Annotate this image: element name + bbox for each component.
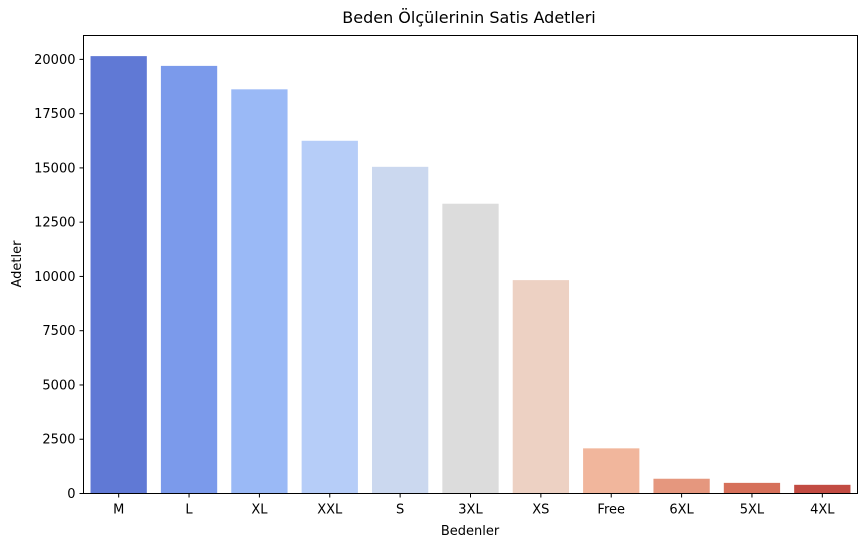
x-tick-label: 5XL <box>740 503 765 518</box>
x-axis-ticks: M L XL XXL S 3XL XS Free 6XL 5XL 4XL <box>113 493 835 518</box>
x-tick-label: S <box>396 503 404 518</box>
x-tick-label: 3XL <box>458 503 483 518</box>
bar-m <box>90 56 147 494</box>
bar-xl <box>231 89 288 494</box>
x-tick-label: XS <box>532 503 549 518</box>
y-tick-label: 2500 <box>42 433 75 448</box>
bars-group <box>90 56 851 494</box>
chart-title: Beden Ölçülerinin Satis Adetleri <box>342 8 596 27</box>
bar-xs <box>512 280 570 494</box>
x-axis-label: Bedenler <box>441 524 500 539</box>
y-tick-label: 5000 <box>42 378 75 393</box>
bar-l <box>160 65 218 494</box>
y-tick-label: 12500 <box>34 216 75 231</box>
y-tick-label: 10000 <box>34 270 75 285</box>
y-tick-label: 20000 <box>34 53 75 68</box>
x-tick-label: XL <box>251 503 268 518</box>
bar-s <box>371 166 429 494</box>
bar-4xl <box>794 484 851 494</box>
y-tick-label: 15000 <box>34 161 75 176</box>
x-tick-label: 6XL <box>669 503 694 518</box>
bar-6xl <box>653 478 710 494</box>
x-tick-label: Free <box>597 503 625 518</box>
y-tick-label: 0 <box>67 487 75 502</box>
bar-3xl <box>442 203 499 494</box>
x-tick-label: L <box>185 503 193 518</box>
y-axis-label: Adetler <box>10 240 25 288</box>
y-tick-label: 7500 <box>42 324 75 339</box>
bar-5xl <box>723 482 781 494</box>
plot-frame <box>83 35 858 494</box>
bar-xxl <box>301 140 358 494</box>
y-tick-label: 17500 <box>34 107 75 122</box>
bar-free <box>583 448 640 494</box>
y-axis-ticks: 0 2500 5000 7500 10000 12500 15000 17500 20000 <box>34 53 84 502</box>
x-tick-label: XXL <box>317 503 343 518</box>
x-tick-label: M <box>113 503 124 518</box>
x-tick-label: 4XL <box>810 503 835 518</box>
